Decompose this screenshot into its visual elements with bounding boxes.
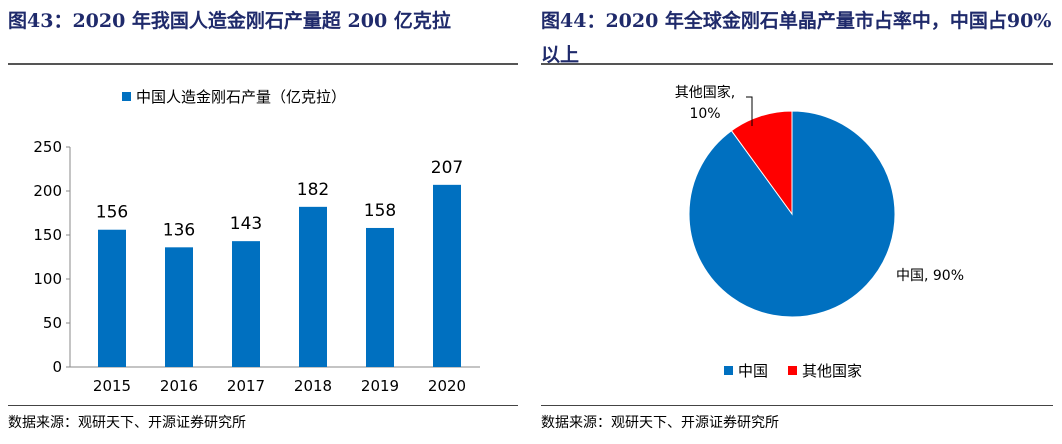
pie-leader-line bbox=[746, 96, 753, 126]
pie-label-other-pct: 10% bbox=[689, 106, 720, 122]
pie-legend-swatch bbox=[724, 366, 733, 375]
right-source: 数据来源：观研天下、开源证券研究所 bbox=[541, 415, 779, 431]
x-tick-label: 2019 bbox=[361, 377, 399, 395]
left-source: 数据来源：观研天下、开源证券研究所 bbox=[8, 415, 246, 431]
right-figure-title: 图44：2020 年全球金刚石单晶产量市占率中，中国占90%以上 bbox=[541, 10, 1052, 66]
pie-legend-swatch bbox=[788, 366, 797, 375]
right-title-rule bbox=[541, 63, 1053, 65]
bar-value-label: 158 bbox=[364, 201, 396, 221]
x-tick-label: 2017 bbox=[227, 377, 265, 395]
pie-legend-label: 中国 bbox=[738, 362, 768, 380]
bar-value-label: 207 bbox=[431, 158, 463, 178]
bar-2017 bbox=[232, 241, 260, 367]
bar-2019 bbox=[366, 227, 394, 367]
left-figure-title: 图43：2020 年我国人造金刚石产量超 200 亿克拉 bbox=[8, 10, 451, 32]
legend-label: 中国人造金刚石产量（亿克拉） bbox=[136, 88, 346, 106]
pie-label-china: 中国, 90% bbox=[896, 268, 964, 284]
bar-2020 bbox=[433, 184, 461, 367]
pie-legend-label: 其他国家 bbox=[802, 362, 862, 380]
legend-swatch bbox=[122, 92, 131, 101]
x-tick-label: 2016 bbox=[160, 377, 198, 395]
left-title-rule bbox=[8, 63, 518, 65]
y-tick-label: 50 bbox=[43, 314, 62, 332]
pie-label-other-name: 其他国家, bbox=[675, 84, 735, 101]
bar-2016 bbox=[165, 247, 193, 367]
pie-slice-1 bbox=[730, 110, 793, 216]
y-tick-label: 0 bbox=[52, 358, 62, 376]
bar-value-label: 156 bbox=[96, 203, 128, 223]
y-tick-label: 150 bbox=[33, 226, 62, 244]
y-tick-label: 200 bbox=[33, 182, 62, 200]
x-tick-label: 2015 bbox=[93, 377, 131, 395]
bar-value-label: 136 bbox=[163, 220, 195, 240]
x-tick-label: 2020 bbox=[428, 377, 466, 395]
y-tick-label: 100 bbox=[33, 270, 62, 288]
x-tick-label: 2018 bbox=[294, 377, 332, 395]
right-bottom-rule bbox=[541, 405, 1053, 406]
bar-2015 bbox=[98, 229, 126, 367]
y-tick-label: 250 bbox=[33, 138, 62, 156]
bar-2018 bbox=[299, 206, 327, 367]
bar-value-label: 143 bbox=[230, 214, 262, 234]
bar-value-label: 182 bbox=[297, 180, 329, 200]
left-bottom-rule bbox=[8, 405, 518, 406]
